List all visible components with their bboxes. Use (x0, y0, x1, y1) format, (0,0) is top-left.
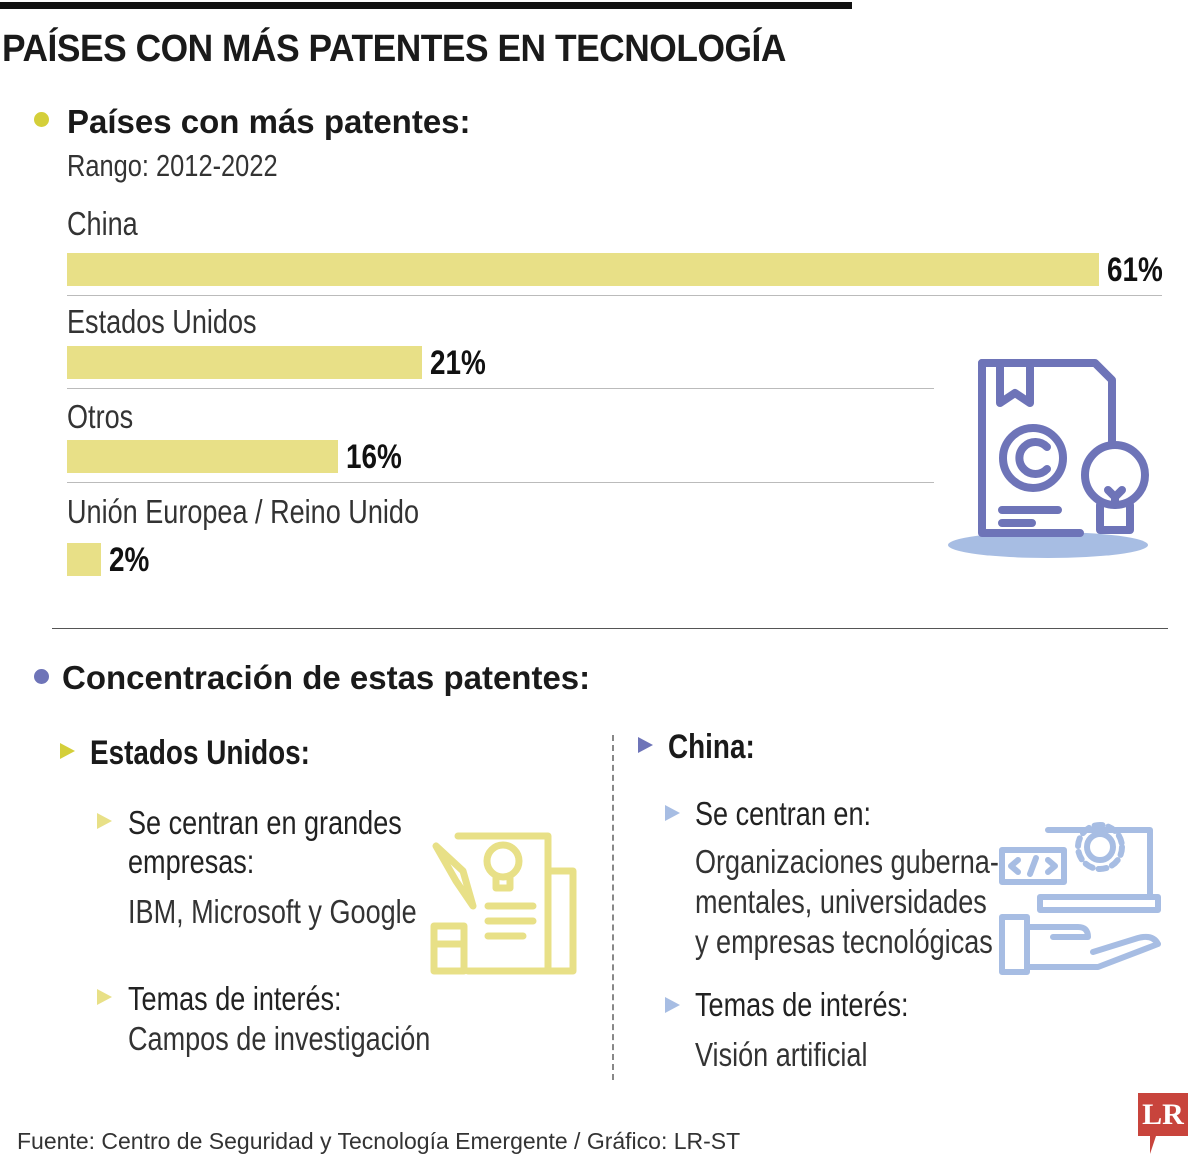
lr-logo-text: LR (1138, 1093, 1188, 1136)
row-separator (67, 482, 934, 483)
row-separator (67, 295, 1162, 296)
category-label: China (67, 205, 138, 243)
us-focus-value: IBM, Microsoft y Google (128, 893, 417, 931)
us-topics-label: Temas de interés: (128, 980, 342, 1018)
category-label: Estados Unidos (67, 303, 257, 341)
us-focus-label: Se centran en grandes (128, 804, 402, 842)
section1-heading: Países con más patentes: (67, 103, 471, 141)
bullet-dot (34, 112, 49, 127)
page-title: PAÍSES CON MÁS PATENTES EN TECNOLOGÍA (2, 28, 786, 71)
value-label: 2% (109, 541, 149, 580)
column-divider (612, 735, 614, 1080)
china-focus-line3: y empresas tecnológicas (695, 923, 993, 961)
bar (67, 543, 101, 576)
row-separator (67, 388, 934, 389)
china-label: China: (668, 728, 755, 767)
category-label: Otros (67, 398, 133, 436)
china-focus-line2: mentales, universidades (695, 883, 987, 921)
source-footer: Fuente: Centro de Seguridad y Tecnología… (17, 1128, 740, 1155)
bullet-dot (34, 669, 49, 684)
china-topics-label: Temas de interés: (695, 986, 909, 1024)
us-label: Estados Unidos: (90, 734, 310, 773)
patent-pen-document-icon (428, 826, 580, 978)
lr-logo: LR (1138, 1093, 1188, 1136)
patent-document-lightbulb-icon (940, 345, 1160, 565)
section-divider (52, 628, 1168, 629)
bar (67, 253, 1099, 286)
code-laptop-hand-icon (998, 812, 1163, 977)
value-label: 21% (430, 344, 486, 383)
lr-logo-tail (1150, 1136, 1162, 1154)
us-topics-value: Campos de investigación (128, 1020, 430, 1058)
category-label: Unión Europea / Reino Unido (67, 493, 419, 531)
triangle-bullet-icon (60, 743, 75, 759)
us-focus-label-2: empresas: (128, 843, 254, 881)
bar (67, 440, 338, 473)
triangle-bullet-icon (665, 805, 680, 821)
china-topics-value: Visión artificial (695, 1036, 867, 1074)
section2-heading: Concentración de estas patentes: (62, 659, 590, 697)
triangle-bullet-icon (97, 989, 112, 1005)
china-focus-line1: Organizaciones guberna- (695, 843, 999, 881)
section1-subheading: Rango: 2012-2022 (67, 148, 278, 184)
triangle-bullet-icon (97, 813, 112, 829)
top-rule (0, 2, 852, 9)
triangle-bullet-icon (665, 997, 680, 1013)
value-label: 61% (1107, 251, 1163, 290)
value-label: 16% (346, 438, 402, 477)
bar (67, 346, 422, 379)
triangle-bullet-icon (638, 737, 653, 753)
china-focus-label: Se centran en: (695, 795, 871, 833)
